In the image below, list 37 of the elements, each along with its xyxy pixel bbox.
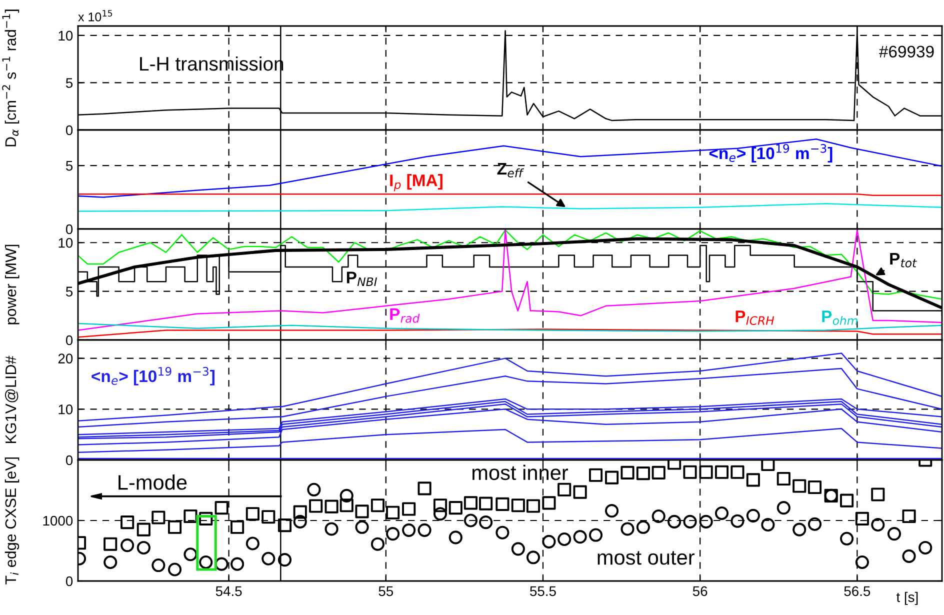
y-tick-label: 0 xyxy=(66,455,73,466)
y-tick-label: 5 xyxy=(66,78,73,88)
series-label: P$_{rad}$ xyxy=(390,308,420,323)
annotation: Z$_{eff}$ xyxy=(497,163,524,178)
x-axis-title: t [s] xyxy=(896,592,918,605)
y-axis-title: KG1V@LID# xyxy=(5,356,18,444)
x-tick-label: 56.5 xyxy=(844,586,870,596)
y-tick-label: 20 xyxy=(58,354,73,364)
series-label: P$_{ohm}$ xyxy=(822,310,858,325)
y-tick-label: 10 xyxy=(58,404,73,414)
series-label: most outer xyxy=(598,551,694,565)
y-tick-label: 0 xyxy=(66,224,73,234)
y-tick-label: 10 xyxy=(58,30,73,41)
series-label: most inner xyxy=(472,464,568,480)
y-tick-label: 0 xyxy=(66,125,73,136)
series-label: P$_{NBI}$ xyxy=(346,272,377,286)
y-axis-title: T$_{i}$ edge CXSE [eV] xyxy=(4,457,20,584)
y-tick-label: 5 xyxy=(66,161,73,171)
y-tick-label: 0 xyxy=(66,576,73,586)
annotation: #69939 xyxy=(879,46,934,58)
x-tick-label: 54.5 xyxy=(216,586,242,596)
text: x 10$^{15}$ xyxy=(78,10,112,22)
series-label: <n$_{e}$> [10$^{19}$ m$^{−3}$] xyxy=(709,144,832,162)
y-tick-label: 1000 xyxy=(43,516,73,526)
y-axis-title: power [MW] xyxy=(5,244,20,324)
annotation: P$_{tot}$ xyxy=(890,253,917,268)
y-tick-label: 5 xyxy=(66,286,73,296)
y-tick-label: 0 xyxy=(66,335,73,346)
annotation: L-mode xyxy=(118,474,187,490)
text: D$_{α}$ [cm$^{−2}$ s$^{−1}$ rad$^{−1}$] xyxy=(2,10,20,146)
y-tick-label: 10 xyxy=(58,238,73,248)
series-label: <n$_{e}$> [10$^{19}$ m$^{−3}$] xyxy=(92,366,214,386)
x-tick-label: 55 xyxy=(378,586,394,596)
x-tick-label: 55.5 xyxy=(530,586,556,596)
series-label: P$_{ICRH}$ xyxy=(736,310,774,325)
x-tick-label: 56 xyxy=(692,586,708,596)
series-label: I$_{p}$ [MA] xyxy=(390,174,442,192)
